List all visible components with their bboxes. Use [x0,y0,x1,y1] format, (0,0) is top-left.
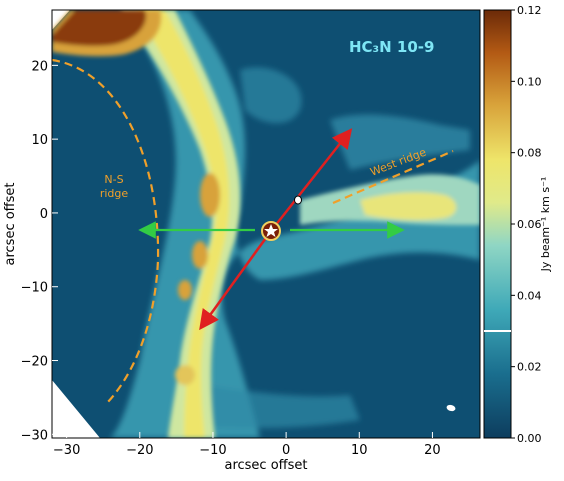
y-axis-ticks: 20 10 0 −10 −20 −30 [21,59,58,443]
star-icon [264,224,278,237]
unobserved-corner-bottom-left [52,380,100,438]
colorbar-tick-label: 0.00 [517,432,542,445]
ns-ridge-dashed-arc [52,58,160,406]
colorbar-tick-label: 0.06 [517,218,542,231]
emission-top-left [52,10,161,57]
y-tick-label: 20 [31,59,48,74]
emission-map: N-S ridge West ridge HC₃N 10-9 [52,10,480,438]
red-arrow-sw [199,230,273,331]
y-tick-label: −30 [21,428,48,443]
colorbar-tick-label: 0.04 [517,289,542,302]
x-tick-label: −20 [126,443,153,458]
map-title: HC₃N 10-9 [349,38,434,56]
colorbar-tick-label: 0.12 [517,4,542,17]
y-tick-label: −10 [21,281,48,296]
x-tick-label: 0 [282,443,290,458]
colorbar-label: Jy beam⁻¹ km s⁻¹ [539,177,552,273]
colorbar-ticks: 0.12 0.10 0.08 0.06 0.04 0.02 0.00 [511,4,542,445]
x-tick-label: −30 [53,443,80,458]
y-axis-title: arcsec offset [3,182,18,265]
west-ridge-dashed-line [332,149,454,205]
x-axis-ticks: −30 −20 −10 0 10 20 [53,432,441,458]
beam-ellipse [446,404,456,412]
colorbar-tick-label: 0.02 [517,361,542,374]
y-tick-label: 10 [31,133,48,148]
colorbar-tick-label: 0.10 [517,75,542,88]
x-tick-label: 10 [351,443,368,458]
colorbar [483,9,512,439]
emission-ridge [120,10,241,438]
x-tick-label: 20 [424,443,441,458]
colorbar-tick-label: 0.08 [517,147,542,160]
ns-ridge-label-line1: N-S [104,173,123,186]
emission-west-ridge [300,174,480,225]
y-tick-label: −20 [21,355,48,370]
ns-ridge-label-line2: ridge [100,187,129,200]
red-arrow-ne [270,128,353,232]
x-tick-label: −10 [199,443,226,458]
secondary-source-marker [294,195,302,205]
y-tick-label: 0 [40,207,48,222]
x-axis-title: arcsec offset [224,458,307,473]
plot-frame [51,9,481,439]
